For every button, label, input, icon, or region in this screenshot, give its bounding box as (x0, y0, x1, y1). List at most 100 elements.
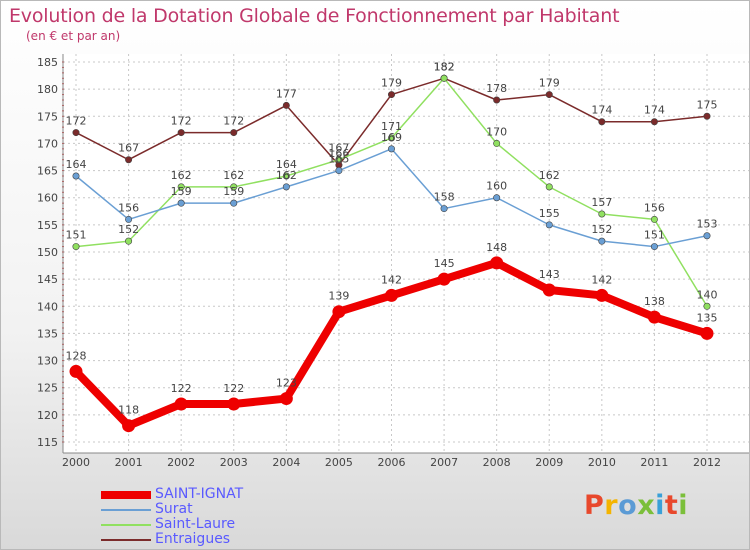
legend-label: Entraigues (155, 531, 231, 547)
y-tick-label: 135 (37, 327, 58, 340)
x-tick-label: 2011 (640, 456, 668, 469)
x-tick-label: 2005 (325, 456, 353, 469)
legend-swatch (101, 524, 151, 526)
data-label: 143 (539, 268, 560, 281)
data-label: 172 (171, 115, 192, 128)
data-point (703, 112, 711, 120)
data-point (700, 326, 714, 340)
data-label: 128 (66, 349, 87, 362)
legend-label: Saint-Laure (155, 516, 236, 532)
data-point (542, 283, 556, 297)
legend-swatch (101, 539, 151, 541)
data-point (72, 129, 80, 137)
data-point (440, 74, 448, 82)
y-tick-label: 155 (37, 219, 58, 232)
data-label: 140 (697, 288, 718, 301)
data-label: 162 (223, 169, 244, 182)
data-point (650, 215, 658, 223)
data-point (650, 118, 658, 126)
data-point (332, 305, 346, 319)
data-point (545, 221, 553, 229)
data-label: 164 (66, 158, 87, 171)
data-label: 179 (539, 77, 560, 90)
data-point (493, 194, 501, 202)
data-point (703, 302, 711, 310)
y-tick-label: 130 (37, 355, 58, 368)
y-tick-label: 140 (37, 300, 58, 313)
x-tick-label: 2009 (535, 456, 563, 469)
data-point (282, 172, 290, 180)
data-label: 165 (328, 153, 349, 166)
y-tick-label: 175 (37, 110, 58, 123)
data-label: 171 (381, 120, 402, 133)
data-label: 175 (697, 98, 718, 111)
data-label: 152 (118, 223, 139, 236)
y-tick-label: 170 (37, 137, 58, 150)
y-tick-label: 160 (37, 192, 58, 205)
data-label: 177 (276, 87, 297, 100)
data-label: 162 (276, 169, 297, 182)
data-label: 155 (539, 207, 560, 220)
y-tick-label: 150 (37, 246, 58, 259)
data-point (230, 183, 238, 191)
data-label: 156 (118, 201, 139, 214)
data-point (125, 215, 133, 223)
data-label: 145 (434, 257, 455, 270)
data-label: 122 (171, 382, 192, 395)
data-point (72, 172, 80, 180)
data-point (174, 397, 188, 411)
data-point (335, 167, 343, 175)
data-point (335, 156, 343, 164)
data-point (230, 199, 238, 207)
data-label: 151 (644, 229, 665, 242)
data-point (598, 118, 606, 126)
data-point (387, 134, 395, 142)
data-label: 170 (486, 125, 507, 138)
data-point (72, 243, 80, 251)
data-point (493, 96, 501, 104)
data-point (125, 156, 133, 164)
data-point (282, 183, 290, 191)
data-point (437, 272, 451, 286)
legend-swatch (101, 491, 151, 499)
data-label: 148 (486, 241, 507, 254)
data-label: 138 (644, 295, 665, 308)
proxiti-logo: Proxiti (584, 490, 689, 521)
data-label: 158 (434, 191, 455, 204)
y-tick-label: 165 (37, 165, 58, 178)
data-point (177, 129, 185, 137)
data-label: 162 (539, 169, 560, 182)
data-point (282, 101, 290, 109)
legend-label: SAINT-IGNAT (155, 486, 244, 502)
data-point (230, 129, 238, 137)
data-label: 159 (171, 185, 192, 198)
y-tick-label: 145 (37, 273, 58, 286)
data-label: 122 (223, 382, 244, 395)
data-label: 151 (66, 229, 87, 242)
chart-subtitle: (en € et par an) (26, 29, 121, 43)
data-label: 142 (381, 273, 402, 286)
data-label: 157 (591, 196, 612, 209)
data-point (703, 232, 711, 240)
legend-swatch (101, 509, 151, 511)
x-tick-label: 2000 (62, 456, 90, 469)
x-tick-label: 2001 (115, 456, 143, 469)
data-point (598, 237, 606, 245)
data-label: 142 (591, 273, 612, 286)
data-point (122, 419, 136, 433)
data-label: 139 (328, 290, 349, 303)
data-point (598, 210, 606, 218)
data-point (69, 364, 83, 378)
data-label: 182 (434, 60, 455, 73)
data-point (177, 183, 185, 191)
data-point (279, 392, 293, 406)
data-label: 172 (66, 115, 87, 128)
x-tick-label: 2010 (588, 456, 616, 469)
data-point (125, 237, 133, 245)
data-label: 169 (381, 131, 402, 144)
data-label: 167 (328, 142, 349, 155)
data-label: 153 (697, 218, 718, 231)
data-label: 123 (276, 377, 297, 390)
data-point (227, 397, 241, 411)
